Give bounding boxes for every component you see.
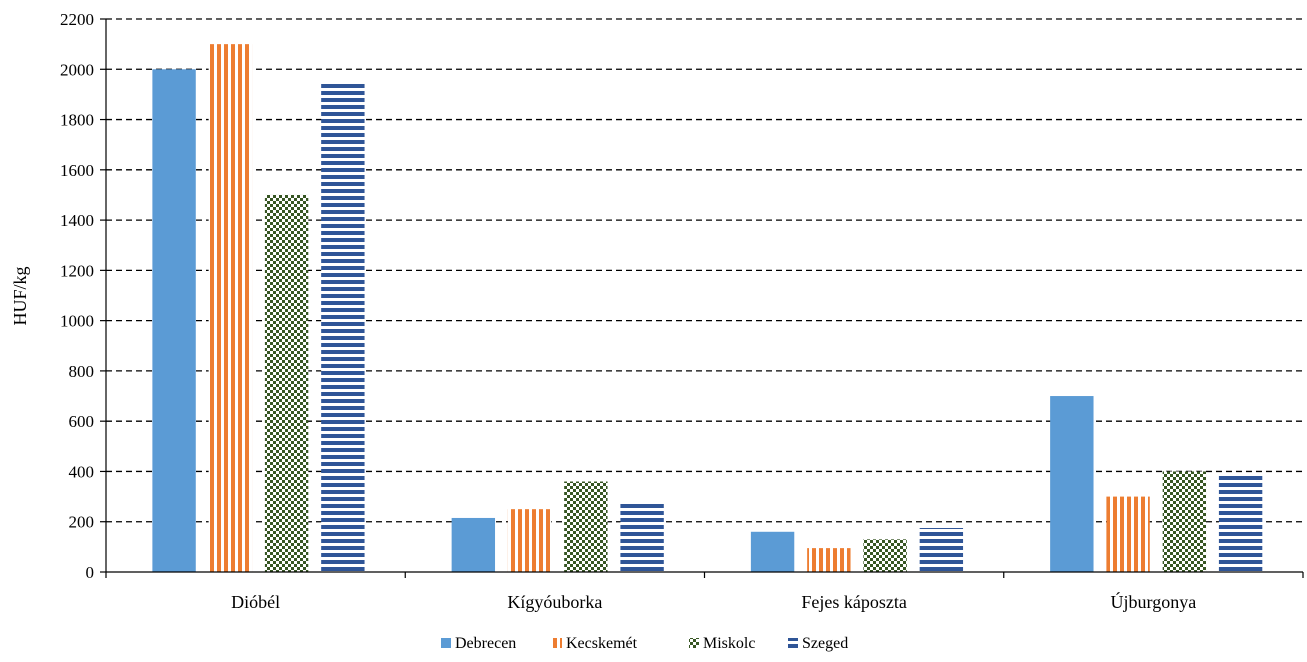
legend-swatch-kecskemét xyxy=(552,638,562,648)
bar-szeged xyxy=(1218,475,1263,572)
legend-label-debrecen: Debrecen xyxy=(455,635,516,652)
bar-kecskemét xyxy=(807,548,851,572)
bar-kecskemét xyxy=(507,509,552,572)
bar-miskolc xyxy=(1162,471,1207,572)
x-category-label: Dióbél xyxy=(231,592,280,612)
y-tick-label: 1400 xyxy=(60,211,94,230)
bar-szeged xyxy=(620,501,664,572)
bar-debrecen xyxy=(451,517,496,572)
legend-label-kecskemét: Kecskemét xyxy=(566,635,638,652)
y-axis-title: HUF/kg xyxy=(10,266,30,325)
bar-szeged xyxy=(321,81,365,572)
bar-szeged xyxy=(919,528,964,572)
x-category-labels: Dióbél Kígyóuborka Fejes káposzta Újburgony… xyxy=(105,572,1304,612)
y-tick-label: 600 xyxy=(69,412,95,431)
legend-label-miskolc: Miskolc xyxy=(703,635,755,652)
bar-kecskemét xyxy=(1106,496,1150,572)
y-tick-label: 800 xyxy=(69,362,95,381)
y-tick-label: 2200 xyxy=(60,10,94,29)
legend-label-szeged: Szeged xyxy=(802,635,848,652)
x-category-label: Fejes káposzta xyxy=(801,592,906,612)
bar-miskolc xyxy=(564,481,608,572)
y-tick-labels: 0 200 400 600 800 1000 1200 1400 1600 1800 2000 220… xyxy=(60,10,106,582)
bar-miskolc xyxy=(264,194,309,573)
bar-debrecen xyxy=(1050,396,1094,572)
x-category-label: Kígyóuborka xyxy=(507,592,602,612)
y-tick-label: 1000 xyxy=(60,312,94,331)
legend-swatch-debrecen xyxy=(441,638,451,648)
y-tick-label: 1600 xyxy=(60,161,94,180)
legend-swatch-miskolc xyxy=(689,638,699,648)
legend: Debrecen Kecskemét Miskolc Szeged xyxy=(441,635,848,652)
y-tick-label: 2000 xyxy=(60,60,94,79)
bar-kecskemét xyxy=(208,44,253,573)
y-tick-label: 400 xyxy=(69,462,95,481)
bar-miskolc xyxy=(863,539,907,572)
bars xyxy=(152,44,1263,573)
bar-debrecen xyxy=(152,69,196,572)
y-tick-label: 0 xyxy=(86,563,95,582)
y-tick-label: 1800 xyxy=(60,111,94,130)
y-tick-label: 200 xyxy=(69,513,95,532)
y-tick-label: 1200 xyxy=(60,261,94,280)
bar-debrecen xyxy=(750,531,795,572)
legend-swatch-szeged xyxy=(788,638,798,648)
x-category-label: Újburgonya xyxy=(1111,591,1197,612)
